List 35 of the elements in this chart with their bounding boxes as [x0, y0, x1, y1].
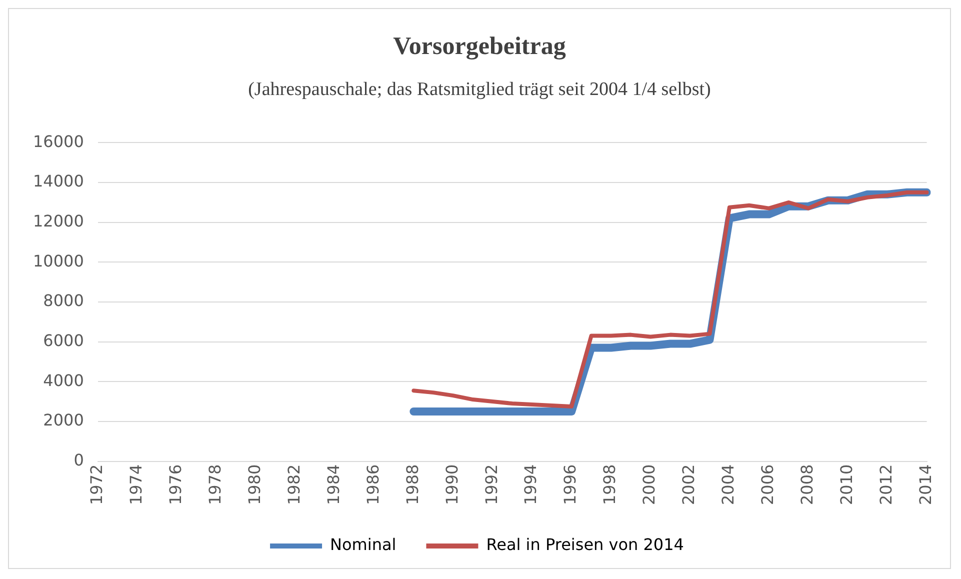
x-tick-label: 1986 [363, 464, 382, 505]
y-tick-label: 0 [74, 450, 84, 470]
y-tick-label: 14000 [32, 172, 84, 191]
y-tick-label: 4000 [43, 370, 84, 390]
x-tick-label: 1992 [482, 464, 501, 505]
x-tick-label: 1984 [324, 464, 343, 505]
x-tick-label: 1980 [244, 464, 264, 505]
x-tick-label: 2012 [876, 464, 896, 505]
legend-label: Real in Preisen von 2014 [486, 535, 684, 554]
chart-title: Vorsorgebeitrag [392, 33, 567, 61]
y-tick-label: 6000 [43, 330, 84, 350]
x-tick-label: 2004 [718, 464, 738, 505]
x-tick-label: 1976 [166, 464, 185, 505]
legend-label: Nominal [330, 535, 396, 554]
x-tick-label: 2010 [837, 464, 856, 505]
chart-subtitle: (Jahrespauschale; das Ratsmitglied trägt seit 2004 1/4 selbst) [247, 79, 712, 101]
x-tick-label: 1972 [87, 464, 106, 505]
y-tick-label: 8000 [43, 291, 84, 310]
y-tick-label: 16000 [32, 132, 84, 151]
x-tick-label: 1974 [126, 464, 146, 505]
x-tick-label: 1978 [205, 464, 224, 505]
x-tick-label: 1990 [442, 464, 462, 505]
x-tick-label: 2002 [679, 464, 698, 505]
x-tick-label: 2006 [758, 464, 778, 505]
x-tick-label: 1982 [284, 464, 304, 505]
y-tick-label: 2000 [43, 410, 84, 430]
x-tick-label: 1994 [521, 464, 540, 505]
x-tick-label: 1998 [600, 464, 620, 505]
x-tick-label: 2000 [640, 464, 659, 505]
x-tick-label: 1988 [402, 464, 422, 505]
x-tick-label: 2014 [916, 464, 935, 505]
y-tick-label: 12000 [32, 211, 84, 230]
y-tick-label: 10000 [32, 251, 84, 270]
x-tick-label: 1996 [560, 464, 580, 505]
x-tick-label: 2008 [798, 464, 817, 505]
